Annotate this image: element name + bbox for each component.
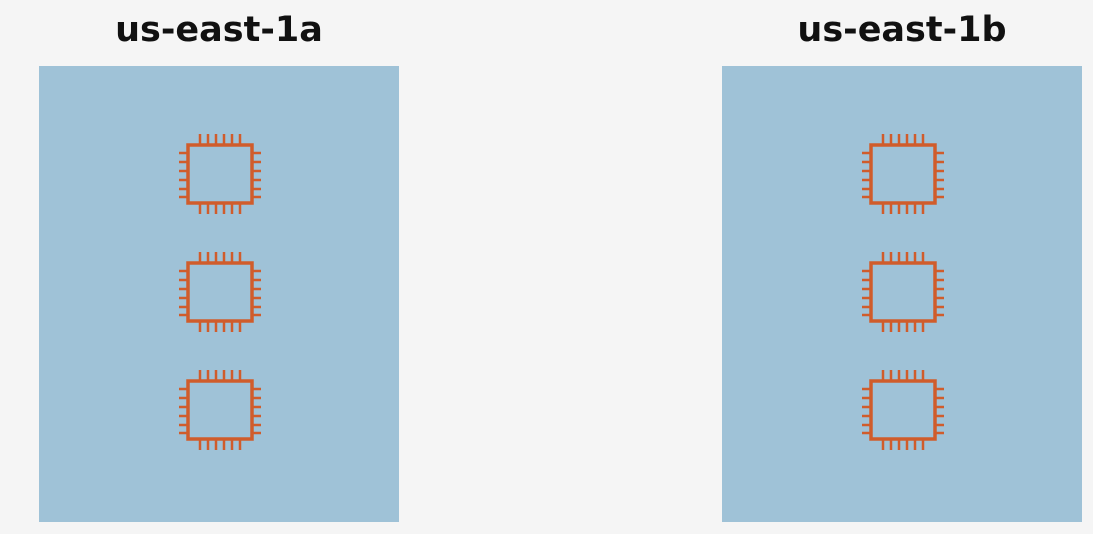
ec2-instance-chip-icon xyxy=(175,369,263,451)
ec2-instance-chip-icon xyxy=(858,251,946,333)
zone-title-us-east-1a: us-east-1a xyxy=(115,10,323,50)
availability-zone-us-east-1b xyxy=(722,66,1082,522)
ec2-instance-chip-icon xyxy=(858,133,946,215)
ec2-instance-chip-icon xyxy=(175,251,263,333)
ec2-instance-chip-icon xyxy=(858,369,946,451)
ec2-instance-chip-icon xyxy=(175,133,263,215)
availability-zone-us-east-1a xyxy=(39,66,399,522)
zone-title-us-east-1b: us-east-1b xyxy=(797,10,1007,50)
